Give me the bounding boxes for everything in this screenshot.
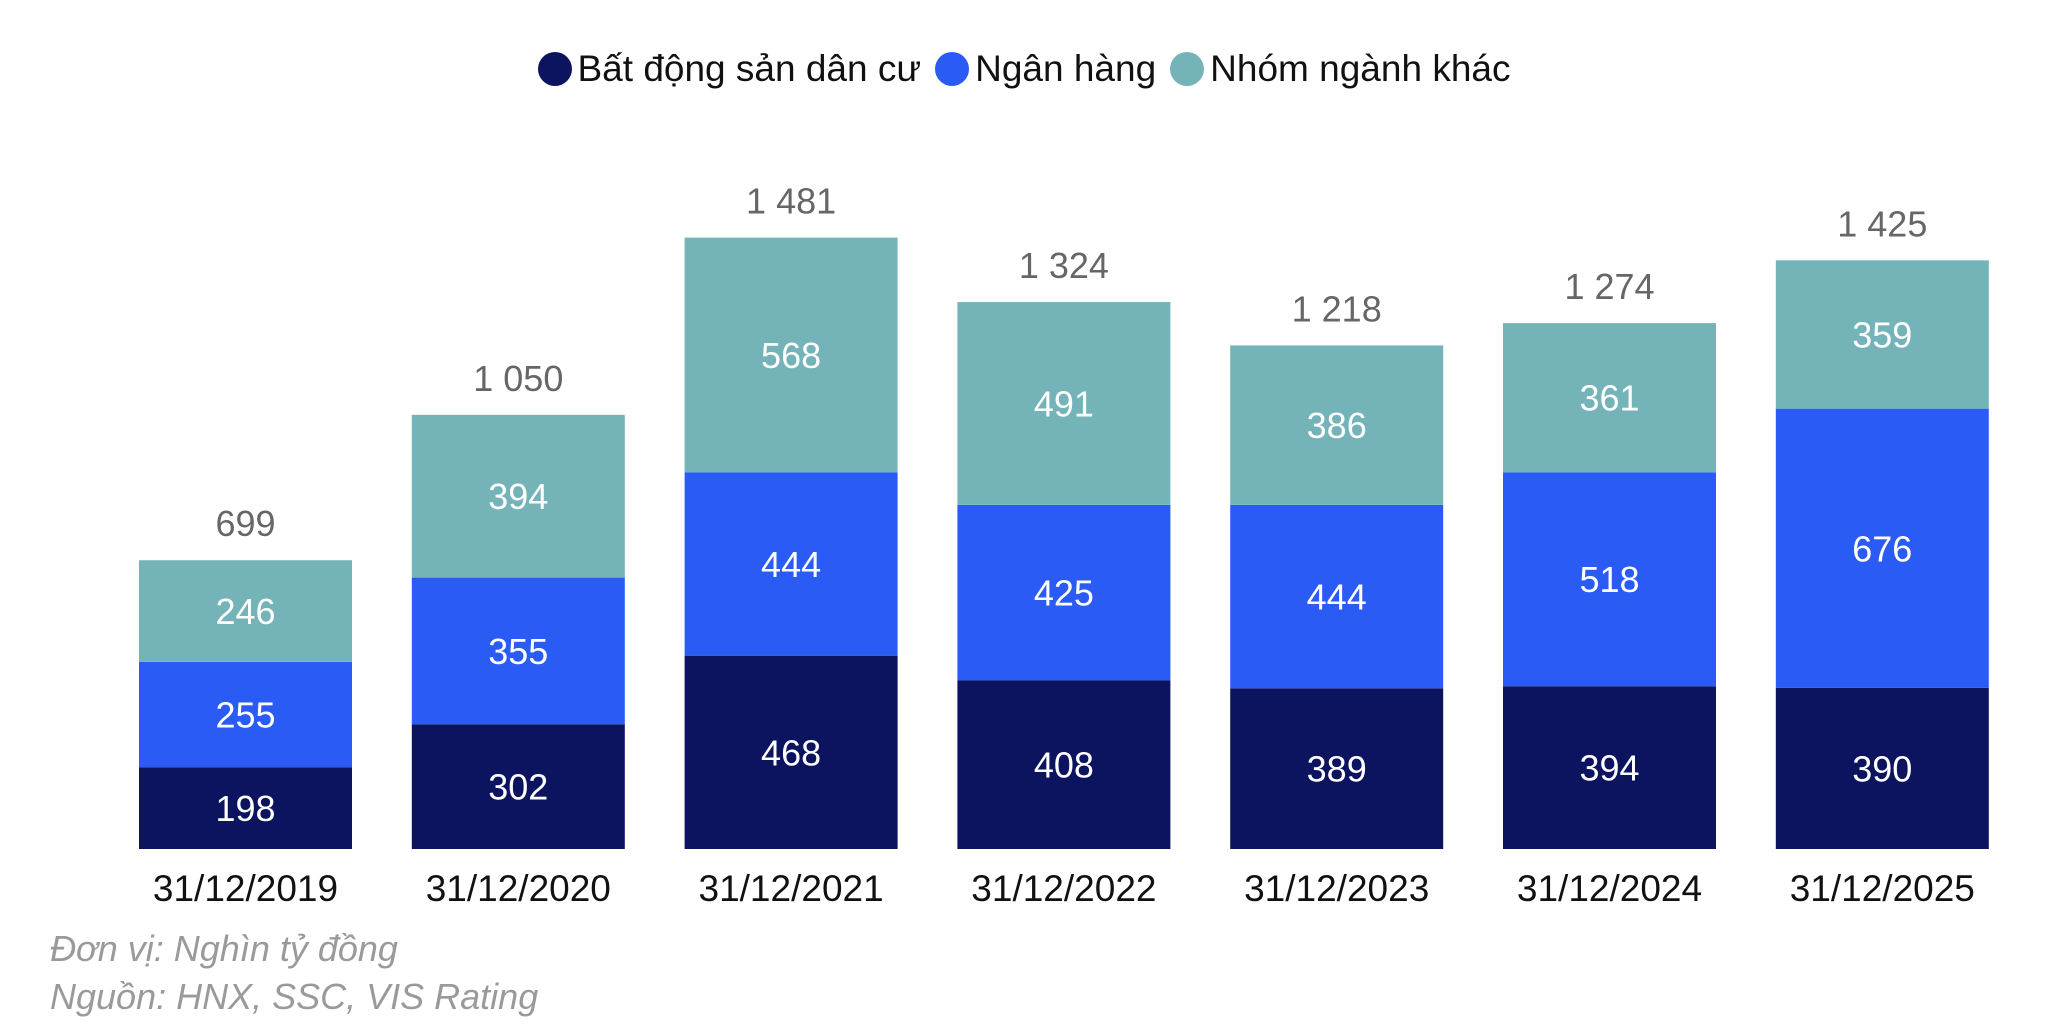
x-tick-label: 31/12/2022 — [971, 868, 1156, 909]
bar-segment — [411, 724, 625, 849]
bar-segment — [1230, 504, 1444, 689]
total-label: 1 218 — [1292, 288, 1382, 329]
bar-segment — [411, 414, 625, 578]
total-label: 1 425 — [1837, 203, 1927, 244]
bar-segment — [1503, 323, 1716, 473]
legend-marker-icon — [537, 52, 572, 86]
bar-segment — [957, 302, 1171, 505]
data-label: 359 — [1852, 314, 1912, 355]
legend-item-banks: Ngân hàng — [935, 48, 1156, 90]
bar-segment — [957, 504, 1171, 681]
data-label: 361 — [1579, 378, 1639, 419]
data-label: 302 — [488, 767, 548, 808]
data-label: 255 — [215, 695, 275, 736]
bar-segment — [1230, 688, 1444, 849]
legend: Bất động sản dân cư Ngân hàng Nhóm ngành… — [0, 48, 2048, 90]
data-label: 246 — [215, 591, 275, 632]
data-label: 444 — [1307, 577, 1367, 618]
x-tick-label: 31/12/2021 — [699, 868, 884, 909]
total-label: 699 — [215, 503, 275, 544]
bar-segment — [684, 472, 898, 656]
bar-segment — [1775, 408, 1989, 688]
bar-segment — [1775, 687, 1989, 849]
bar-segment — [139, 560, 352, 662]
bar-segment — [684, 237, 898, 473]
legend-marker-icon — [935, 52, 970, 86]
total-label: 1 324 — [1019, 245, 1109, 286]
data-label: 198 — [215, 788, 275, 829]
bar-segment — [1775, 260, 1989, 409]
data-label: 518 — [1579, 559, 1639, 600]
bar-segment — [684, 655, 898, 849]
data-label: 390 — [1852, 748, 1912, 789]
bar-segment — [957, 680, 1171, 849]
total-label: 1 050 — [473, 358, 563, 399]
unit-note: Đơn vị: Nghìn tỷ đồng — [50, 928, 398, 969]
data-label: 355 — [488, 631, 548, 672]
data-label: 676 — [1852, 528, 1912, 569]
data-label: 491 — [1034, 383, 1094, 424]
bar-segment — [1230, 345, 1444, 505]
data-label: 389 — [1307, 749, 1367, 790]
bar-segment — [1503, 686, 1716, 849]
legend-item-other-sectors: Nhóm ngành khác — [1170, 48, 1510, 90]
data-label: 425 — [1034, 573, 1094, 614]
total-label: 1 481 — [746, 181, 836, 222]
data-label: 386 — [1307, 405, 1367, 446]
bar-segment — [139, 767, 352, 849]
x-tick-label: 31/12/2023 — [1244, 868, 1429, 909]
x-tick-label: 31/12/2025 — [1790, 868, 1975, 909]
total-label: 1 274 — [1564, 266, 1654, 307]
data-label: 568 — [761, 335, 821, 376]
legend-label: Ngân hàng — [975, 48, 1157, 89]
source-note: Nguồn: HNX, SSC, VIS Rating — [50, 976, 539, 1017]
x-tick-label: 31/12/2020 — [426, 868, 611, 909]
x-tick-label: 31/12/2024 — [1517, 868, 1702, 909]
data-label: 394 — [1579, 748, 1639, 789]
legend-item-residential-real-estate: Bất động sản dân cư — [537, 48, 922, 90]
bar-segment — [139, 661, 352, 768]
legend-label: Nhóm ngành khác — [1210, 48, 1511, 89]
data-label: 468 — [761, 732, 821, 773]
legend-marker-icon — [1170, 52, 1205, 86]
bar-segment — [411, 577, 625, 725]
data-label: 444 — [761, 544, 821, 585]
legend-label: Bất động sản dân cư — [577, 48, 922, 89]
data-label: 394 — [488, 476, 548, 517]
bar-segment — [1503, 472, 1716, 687]
data-label: 408 — [1034, 745, 1094, 786]
x-tick-label: 31/12/2019 — [153, 868, 338, 909]
